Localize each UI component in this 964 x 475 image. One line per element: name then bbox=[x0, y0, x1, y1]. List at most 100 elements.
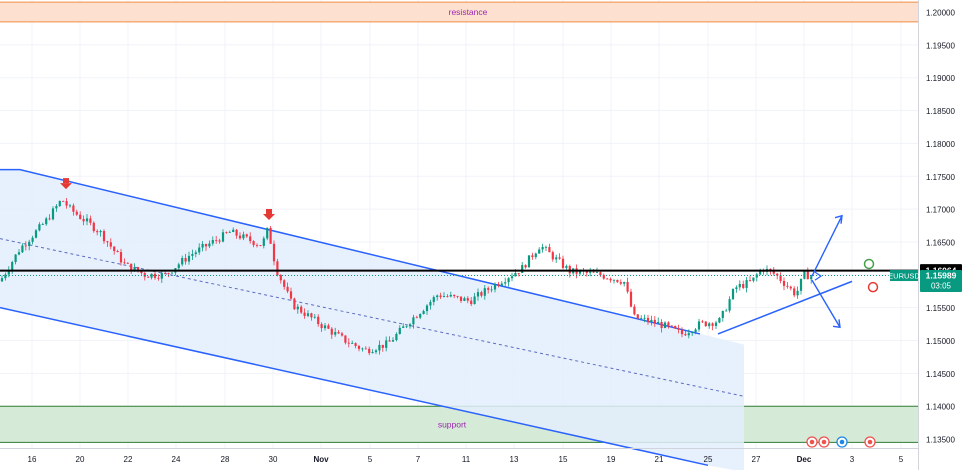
overlays bbox=[0, 178, 918, 329]
candle-body bbox=[463, 298, 466, 301]
bullish-arrow-head bbox=[834, 214, 843, 224]
candle-body bbox=[310, 313, 313, 318]
candle-body bbox=[643, 317, 646, 319]
price-tick-label: 1.13500 bbox=[926, 436, 955, 445]
candle-body bbox=[708, 323, 711, 327]
marker-arrow-shaft bbox=[266, 208, 272, 214]
bearish-scenario-arrow bbox=[811, 279, 841, 328]
current-price-label-bg bbox=[920, 270, 962, 293]
candle-body bbox=[323, 325, 327, 329]
candle-body bbox=[674, 326, 677, 329]
candle-body bbox=[123, 262, 126, 264]
candle-body bbox=[143, 273, 146, 277]
candle-body bbox=[432, 297, 435, 302]
candle-body bbox=[504, 282, 507, 284]
candle-body bbox=[255, 245, 259, 246]
symbol-tag-bg bbox=[890, 270, 918, 282]
time-tick-label: 25 bbox=[704, 455, 713, 464]
time-tick-label: 3 bbox=[850, 455, 855, 464]
candle-body bbox=[415, 317, 418, 319]
price-axis[interactable]: 1.20000 1.19500 1.19000 1.18500 1.18000 1.175… bbox=[888, 0, 962, 470]
candle-body bbox=[48, 218, 51, 220]
candle-body bbox=[0, 278, 4, 282]
candle-body bbox=[357, 346, 361, 349]
candle-body bbox=[517, 272, 520, 274]
candle-body bbox=[551, 252, 554, 260]
candle-body bbox=[786, 285, 789, 287]
candle-body bbox=[378, 344, 381, 351]
candle-body bbox=[728, 299, 731, 311]
candle-body bbox=[687, 333, 690, 336]
time-tick-label: Dec bbox=[797, 455, 812, 464]
candle-body bbox=[289, 291, 293, 299]
marker-arrow-head bbox=[263, 213, 275, 220]
time-tick-label: 27 bbox=[752, 455, 761, 464]
candle-body bbox=[109, 242, 112, 247]
price-chevron bbox=[814, 271, 823, 281]
candle-body bbox=[68, 205, 72, 207]
candle-body bbox=[204, 243, 208, 247]
candle-body bbox=[531, 255, 534, 258]
candle-body bbox=[340, 333, 344, 336]
candle-body bbox=[585, 271, 588, 273]
candle-body bbox=[296, 306, 299, 310]
candle-body bbox=[677, 328, 680, 330]
candle-body bbox=[541, 247, 544, 250]
marker-arrow-shaft bbox=[63, 178, 69, 184]
event-flag-dot bbox=[809, 439, 815, 445]
time-tick-label: 22 bbox=[124, 455, 133, 464]
candle-body bbox=[595, 272, 599, 274]
candle-body bbox=[361, 348, 364, 350]
candle-body bbox=[548, 246, 551, 253]
price-tick-label: 1.14500 bbox=[926, 370, 955, 379]
candle-body bbox=[731, 289, 735, 300]
candle-body bbox=[473, 296, 476, 305]
candle-body bbox=[592, 271, 595, 273]
candle-body bbox=[24, 245, 27, 247]
countdown-label: 03:05 bbox=[931, 282, 952, 291]
time-axis[interactable]: 16 20 22 24 28 30 Nov 5 7 11 13 15 19 21 25 27 Dec 3 5 bbox=[0, 436, 918, 464]
candle-body bbox=[391, 340, 395, 342]
price-tick-label: 1.20000 bbox=[926, 9, 955, 18]
candle-body bbox=[395, 333, 398, 341]
bullish-scenario-arrow bbox=[811, 215, 843, 277]
candle-body bbox=[466, 298, 469, 301]
candle-body bbox=[782, 280, 786, 286]
candle-body bbox=[810, 276, 813, 280]
time-tick-label: 5 bbox=[899, 455, 904, 464]
candle-body bbox=[113, 246, 116, 251]
candle-body bbox=[21, 245, 24, 253]
channel-fill bbox=[0, 169, 744, 472]
candle-body bbox=[102, 231, 106, 242]
candle-body bbox=[521, 265, 524, 274]
candle-body bbox=[623, 282, 626, 284]
candle-body bbox=[660, 321, 663, 328]
candle-body bbox=[211, 240, 214, 244]
candle-body bbox=[269, 227, 272, 244]
candle-body bbox=[225, 232, 228, 234]
candle-body bbox=[507, 278, 510, 283]
candle-body bbox=[221, 232, 225, 242]
candle-body bbox=[187, 255, 191, 262]
candle-body bbox=[164, 272, 167, 274]
candle-body bbox=[330, 328, 333, 335]
candle-body bbox=[238, 235, 242, 239]
candle-body bbox=[453, 294, 456, 297]
candle-body bbox=[82, 218, 85, 222]
candle-body bbox=[609, 278, 612, 281]
bullish-scenario-circle bbox=[863, 258, 875, 270]
candle-body bbox=[527, 255, 531, 268]
current-price-label: 1.15989 bbox=[926, 271, 957, 281]
candle-body bbox=[262, 238, 265, 246]
candle-body bbox=[327, 325, 330, 329]
candle-body bbox=[153, 273, 157, 278]
candle-body bbox=[602, 275, 605, 279]
candle-body bbox=[646, 317, 650, 323]
candle-body bbox=[578, 270, 582, 274]
candle-body bbox=[657, 321, 660, 324]
time-tick-label: 15 bbox=[559, 455, 568, 464]
candle-body bbox=[667, 322, 670, 326]
candle-body bbox=[283, 280, 286, 287]
